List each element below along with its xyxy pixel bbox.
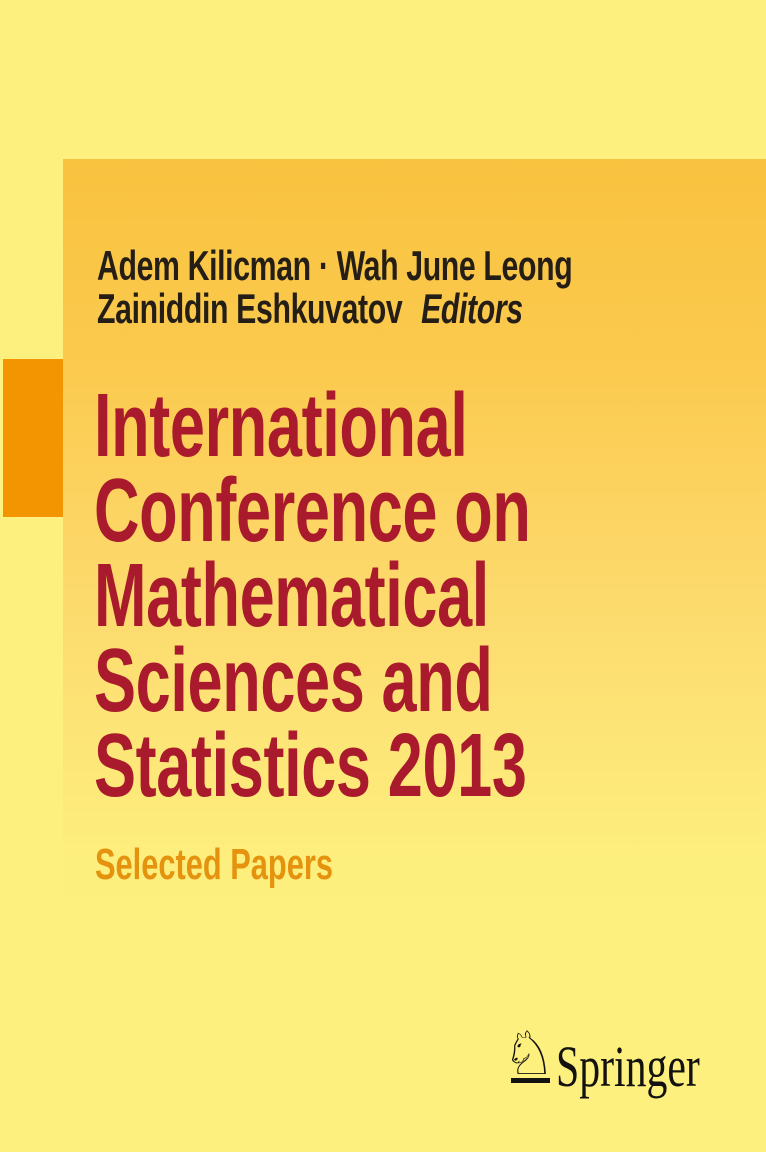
accent-square	[3, 359, 63, 517]
editors-label: Editors	[421, 285, 523, 332]
authors-line-1: Adem Kilicman · Wah June Leong	[97, 242, 573, 289]
authors-line-2: Zainiddin Eshkuvatov Editors	[97, 287, 572, 330]
author-name: Zainiddin Eshkuvatov	[97, 285, 403, 332]
logo-underline	[511, 1078, 550, 1083]
cover-gradient-panel	[63, 159, 766, 1152]
title-line-3: Mathematical	[94, 546, 489, 646]
springer-horse-knight-icon: ♘	[502, 1019, 556, 1089]
publisher-name: Springer	[556, 1034, 700, 1099]
authors-block: Adem Kilicman · Wah June Leong Zainiddin…	[97, 242, 573, 330]
book-title: International Conference on Mathematical…	[94, 376, 531, 816]
title-line-4: Sciences and	[94, 631, 493, 731]
title-line-1: International	[94, 376, 468, 476]
book-subtitle: Selected Papers	[95, 840, 333, 889]
title-line-2: Conference on	[94, 461, 531, 561]
title-line-5: Statistics 2013	[94, 716, 527, 816]
